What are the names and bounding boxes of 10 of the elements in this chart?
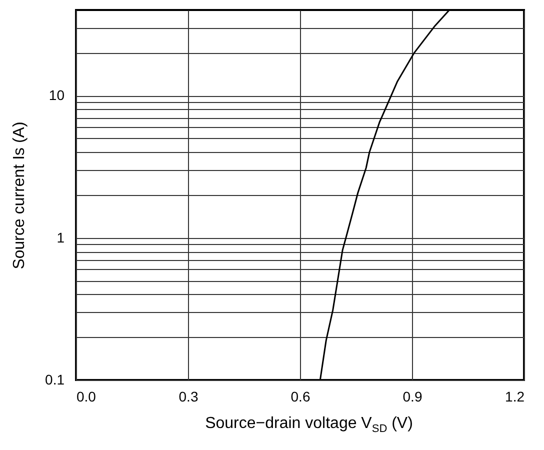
y-tick-label: 0.1 [45, 372, 65, 388]
x-tick-label: 0.9 [402, 388, 422, 404]
x-tick-label: 0.0 [76, 388, 96, 404]
y-tick-label: 10 [48, 87, 65, 104]
x-tick-label: 1.2 [505, 388, 525, 404]
y-axis-title: Source current Is (A) [11, 122, 28, 270]
x-tick-label: 0.3 [178, 388, 198, 404]
x-tick-label: 0.6 [290, 388, 310, 404]
y-tick-label: 1 [56, 229, 65, 246]
x-axis-title: Source−drain voltage V$_{SD}$ (V) [204, 415, 414, 436]
